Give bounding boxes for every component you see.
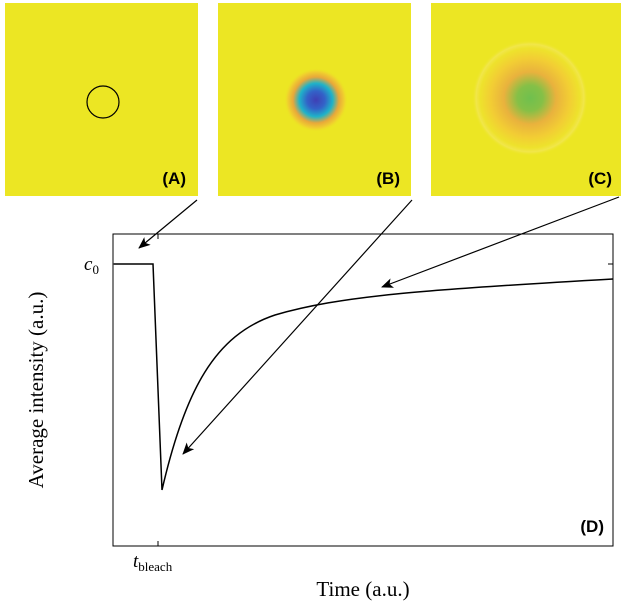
x-axis-title: Time (a.u.) — [316, 577, 409, 601]
arrow-c-to-recovery — [381, 196, 620, 288]
y-tick-label: c0 — [84, 254, 99, 277]
intensity-curve — [114, 263, 614, 491]
recovering-spot — [472, 40, 588, 156]
panel-a-label: (A) — [162, 169, 186, 188]
y-axis-title: Average intensity (a.u.) — [24, 292, 48, 489]
panel-b-label: (B) — [376, 169, 400, 188]
panel-c: (C) — [431, 3, 621, 196]
panel-c-label: (C) — [588, 169, 612, 188]
panel-a: (A) — [5, 3, 198, 196]
arrow-b-to-minimum — [182, 199, 413, 455]
panel-d-label: (D) — [580, 517, 604, 536]
arrow-a-to-prebleach — [138, 199, 198, 249]
panel-d-plot: c0 tbleach Time (a.u.) Average intensity… — [24, 233, 614, 601]
plot-frame — [112, 233, 614, 547]
panel-b: (B) — [218, 3, 411, 196]
bleached-spot — [284, 68, 348, 132]
arrows — [138, 196, 620, 455]
x-tick-label: tbleach — [133, 551, 173, 574]
bleach-region-outline — [86, 85, 120, 119]
panel-a-field — [5, 3, 198, 196]
